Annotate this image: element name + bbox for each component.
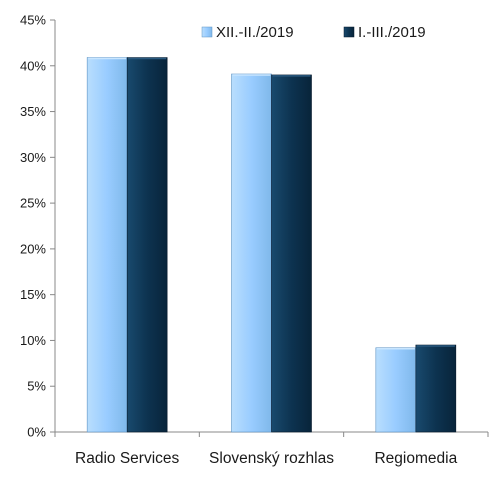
y-axis: 0% 5% 10% 15% 20% 25% 30% 35% 40% 45%	[20, 13, 56, 440]
y-tick-label: 5%	[27, 379, 46, 394]
bar-series-2	[415, 344, 457, 433]
bar-series-1	[86, 57, 128, 433]
bar-series-2	[126, 57, 168, 433]
bars	[86, 57, 457, 433]
bar-series-2	[271, 74, 312, 433]
y-tick-label: 10%	[20, 333, 46, 348]
x-tick-label: Radio Services	[75, 450, 179, 467]
y-tick-label: 35%	[20, 104, 46, 119]
y-tick-label: 15%	[20, 287, 46, 302]
x-tick-label: Regiomedia	[374, 450, 457, 467]
bar-series-1	[231, 73, 272, 433]
x-axis: Radio Services Slovenský rozhlas Regiomedi…	[54, 431, 489, 467]
legend-swatch-series-2	[343, 26, 355, 38]
y-tick-label: 0%	[27, 425, 46, 440]
legend-swatch-series-1	[201, 26, 213, 38]
y-tick-label: 25%	[20, 196, 46, 211]
legend-label-series-2: I.-III./2019	[358, 24, 426, 41]
y-tick-label: 30%	[20, 150, 46, 165]
y-tick-label: 40%	[20, 58, 46, 73]
bar-series-1	[375, 347, 417, 433]
y-tick-label: 20%	[20, 241, 46, 256]
legend: XII.-II./2019 I.-III./2019	[201, 24, 426, 41]
y-tick-label: 45%	[20, 13, 46, 28]
x-tick-label: Slovenský rozhlas	[209, 450, 334, 467]
legend-label-series-1: XII.-II./2019	[216, 24, 294, 41]
